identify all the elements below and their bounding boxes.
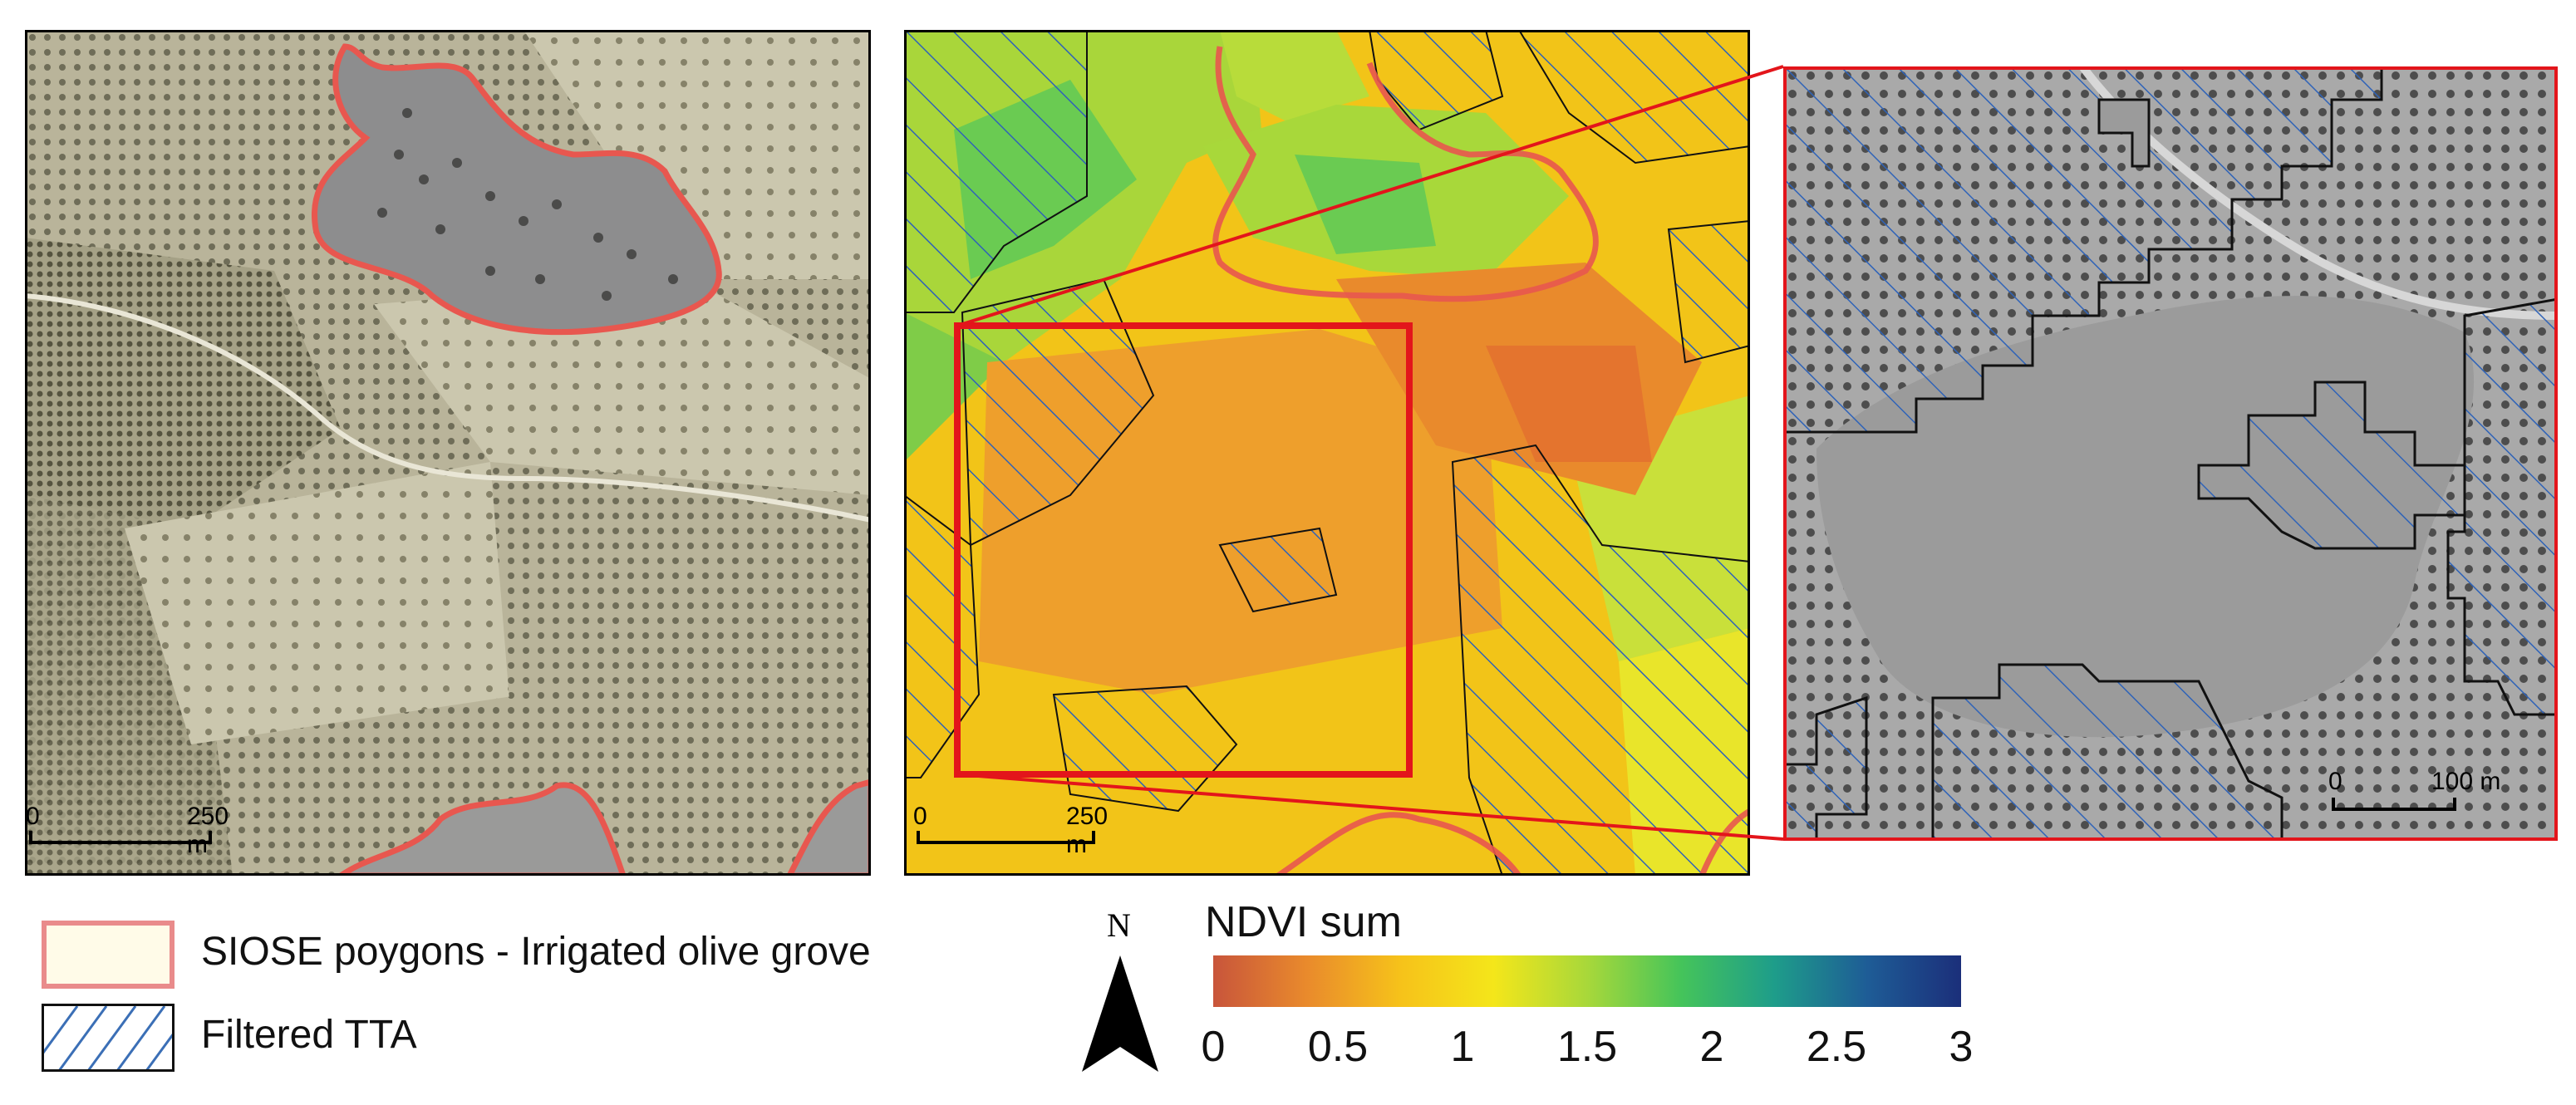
tta-polygon [1783,66,2383,434]
scale-zero-label: 0 [26,803,40,830]
colorbar-tick-label: 1 [1450,1023,1475,1071]
legend-siose-label: SIOSE poygons - Irrigated olive grove [201,930,871,974]
middle-map-panel: 0 250 m [904,30,1750,876]
zoom-extent-box [954,322,1413,778]
legend-tta-swatch [42,1004,175,1072]
colorbar-title: NDVI sum [1205,898,1402,946]
scale-bar-right: 0 100 m [2328,768,2548,828]
siose-polygon-bottom-right [786,778,871,876]
scale-end-label: 100 m [2431,768,2501,795]
ndvi-colorbar: NDVI sum 0 0.5 1 1.5 2 2.5 3 [1197,897,1986,1080]
north-arrow: N [1079,897,1162,1080]
scale-end-label: 250 m [1066,803,1109,858]
tta-polygon [2197,381,2466,550]
colorbar-tick-label: 3 [1949,1023,1974,1071]
north-label: N [1107,906,1131,944]
scale-bar-left: 0 250 m [26,803,245,861]
colorbar-tick-label: 0 [1201,1023,1226,1071]
scale-end-label: 250 m [187,803,229,858]
zoom-inset-panel: 0 100 m [1783,66,2558,841]
colorbar-tick-label: 0.5 [1307,1023,1369,1071]
siose-polygon-top [312,43,722,336]
tta-polygon [1931,663,2283,841]
colorbar-tick-label: 2 [1699,1023,1724,1071]
road [25,293,871,523]
colorbar-ticks: 0 0.5 1 1.5 2 2.5 3 [1202,1022,1974,1072]
left-map-panel: 0 250 m [25,30,871,876]
colorbar-tick-label: 2.5 [1806,1023,1867,1071]
tta-polygon [2446,297,2558,716]
north-arrow-icon [1082,955,1158,1072]
tta-polygon [1783,695,1868,841]
legend-siose-swatch [42,921,175,989]
colorbar-gradient [1213,955,1961,1007]
siose-polygon-bottom [335,782,627,876]
siose-outline-middle [1212,46,1599,302]
scale-zero-label: 0 [2328,768,2342,795]
scale-bar-middle: 0 250 m [913,803,1133,861]
scale-zero-label: 0 [913,803,927,830]
colorbar-tick-label: 1.5 [1556,1023,1618,1071]
legend: SIOSE poygons - Irrigated olive grove Fi… [42,912,1055,1078]
legend-tta-label: Filtered TTA [201,1013,417,1057]
